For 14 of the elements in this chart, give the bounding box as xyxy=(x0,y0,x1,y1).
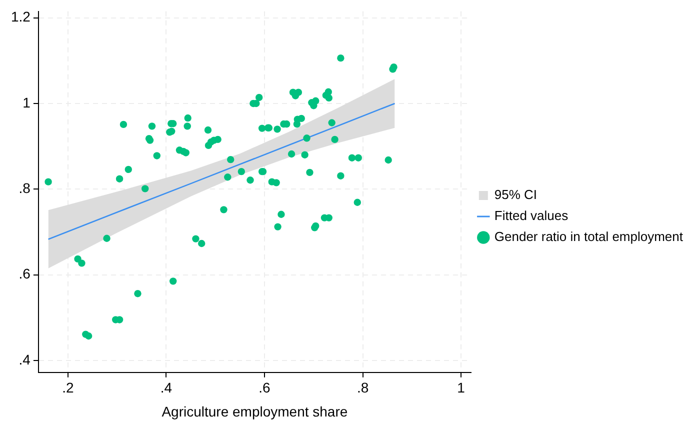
y-tick-label: .6 xyxy=(18,266,31,282)
legend-label: Fitted values xyxy=(494,208,569,224)
y-tick-label: .4 xyxy=(18,351,31,368)
x-tick-label: .4 xyxy=(160,380,172,396)
x-tick-label: 1 xyxy=(457,380,466,396)
y-tick-label: .8 xyxy=(18,180,31,196)
x-tick-label: .6 xyxy=(258,380,271,396)
legend-label: 95% CI xyxy=(494,187,538,202)
y-tick-label: 1 xyxy=(22,94,31,110)
legend-label: Gender ratio in total employment xyxy=(494,229,684,244)
x-tick-label: .2 xyxy=(62,380,74,396)
x-axis-title: Agriculture employment share xyxy=(162,403,348,420)
x-tick-label: .8 xyxy=(356,380,369,396)
y-tick-label: 1.2 xyxy=(10,8,31,25)
